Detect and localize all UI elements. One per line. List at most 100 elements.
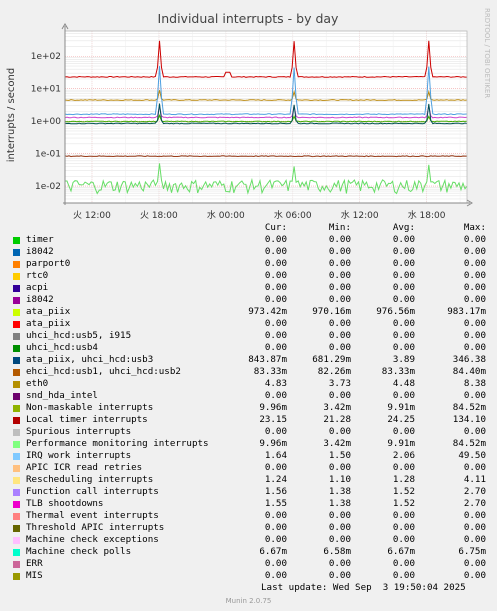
legend-cur-value: 0.00 xyxy=(264,342,287,353)
legend-max-value: 0.00 xyxy=(463,510,486,521)
legend-avg-value: 0.00 xyxy=(392,330,415,341)
legend-avg-value: 0.00 xyxy=(392,246,415,257)
legend-row: APIC ICR read retries 0.00 0.00 0.00 0.00 xyxy=(13,462,493,474)
legend-cur-value: 0.00 xyxy=(264,270,287,281)
legend-max-value: 84.52m xyxy=(452,402,486,413)
legend-avg-value: 0.00 xyxy=(392,522,415,533)
legend-cur-value: 0.00 xyxy=(264,510,287,521)
legend-min-value: 1.50 xyxy=(328,450,351,461)
y-tick-label: 1e-02 xyxy=(35,182,61,192)
y-tick-label: 1e+01 xyxy=(31,85,61,95)
legend-avg-value: 4.48 xyxy=(392,378,415,389)
legend-avg-value: 3.89 xyxy=(392,354,415,365)
legend-avg-value: 0.00 xyxy=(392,318,415,329)
legend-avg-value: 0.00 xyxy=(392,570,415,581)
legend-series-name: timer xyxy=(26,234,54,245)
legend-series-name: i8042 xyxy=(26,294,54,305)
legend-series-name: parport0 xyxy=(26,258,71,269)
series-line xyxy=(64,103,468,125)
x-tick-label: 火 12:00 xyxy=(73,210,111,221)
legend-series-name: snd_hda_intel xyxy=(26,390,98,401)
legend-cur-value: 9.96m xyxy=(259,438,287,449)
legend-avg-value: 0.00 xyxy=(392,510,415,521)
legend-cur-value: 0.00 xyxy=(264,258,287,269)
legend-max-value: 0.00 xyxy=(463,318,486,329)
legend-max-value: 0.00 xyxy=(463,534,486,545)
legend-max-value: 0.00 xyxy=(463,270,486,281)
legend-max-value: 0.00 xyxy=(463,570,486,581)
series-line xyxy=(64,105,468,119)
legend-min-value: 0.00 xyxy=(328,558,351,569)
x-tick-label: 水 00:00 xyxy=(207,209,245,221)
legend-max-value: 0.00 xyxy=(463,462,486,473)
legend-swatch xyxy=(13,297,20,304)
legend-swatch xyxy=(13,393,20,400)
x-axis-arrow xyxy=(63,199,473,207)
legend-row: Threshold APIC interrupts 0.00 0.00 0.00 0.0… xyxy=(13,522,493,534)
legend-max-value: 0.00 xyxy=(463,330,486,341)
x-tick-label: 水 06:00 xyxy=(274,209,312,221)
legend-row: acpi 0.00 0.00 0.00 0.00 xyxy=(13,282,493,294)
x-tick-labels: 火 12:00 火 18:00 水 00:00 水 06:00 水 12:00 水 18:… xyxy=(73,209,446,221)
legend-series-name: i8042 xyxy=(26,246,54,257)
y-tick-label: 1e+00 xyxy=(31,117,62,127)
legend-swatch xyxy=(13,333,20,340)
legend-series-name: MIS xyxy=(26,570,43,581)
legend-series-name: Machine check exceptions xyxy=(26,534,159,545)
legend-series-name: Machine check polls xyxy=(26,546,132,557)
legend-min-value: 1.10 xyxy=(328,474,351,485)
legend-avg-value: 9.91m xyxy=(387,438,415,449)
legend-min-value: 0.00 xyxy=(328,294,351,305)
legend-min-value: 0.00 xyxy=(328,234,351,245)
legend-row: i8042 0.00 0.00 0.00 0.00 xyxy=(13,246,493,258)
rrdtool-credit: RRDTOOL / TOBI OETIKER xyxy=(483,8,491,98)
legend-swatch xyxy=(13,441,20,448)
legend-min-value: 0.00 xyxy=(328,462,351,473)
y-tick-labels: 1e+02 1e+01 1e+00 1e-01 1e-02 xyxy=(31,52,62,192)
legend-series-name: Threshold APIC interrupts xyxy=(26,522,165,533)
legend-row: timer 0.00 0.00 0.00 0.00 xyxy=(13,234,493,246)
legend-row: IRQ work interrupts 1.64 1.50 2.06 49.50 xyxy=(13,450,493,462)
legend-cur-value: 83.33m xyxy=(253,366,287,377)
series-line xyxy=(64,66,468,116)
legend-cur-value: 0.00 xyxy=(264,282,287,293)
legend-swatch xyxy=(13,357,20,364)
legend-cur-value: 0.00 xyxy=(264,318,287,329)
legend-row: Rescheduling interrupts 1.24 1.10 1.28 4.11 xyxy=(13,474,493,486)
legend-swatch xyxy=(13,237,20,244)
legend-min-value: 0.00 xyxy=(328,330,351,341)
legend-cur-value: 0.00 xyxy=(264,234,287,245)
legend-series-name: ata_piix xyxy=(26,318,71,329)
legend-min-value: 0.00 xyxy=(328,342,351,353)
legend-min-value: 970.16m xyxy=(312,306,351,317)
legend-row: eth0 4.83 3.73 4.48 8.38 xyxy=(13,378,493,390)
legend-min-value: 21.28 xyxy=(323,414,351,425)
legend-cur-value: 0.00 xyxy=(264,522,287,533)
x-tick-label: 水 12:00 xyxy=(341,209,379,221)
last-update: Last update: Wed Sep 3 19:50:04 2025 xyxy=(261,582,466,593)
legend-min-value: 1.38 xyxy=(328,486,351,497)
legend-max-value: 983.17m xyxy=(447,306,486,317)
legend-max-value: 0.00 xyxy=(463,522,486,533)
legend-max-value: 0.00 xyxy=(463,246,486,257)
legend-max-value: 2.70 xyxy=(463,486,486,497)
legend-series-name: ERR xyxy=(26,558,43,569)
legend-min-value: 0.00 xyxy=(328,510,351,521)
legend-cur-value: 4.83 xyxy=(264,378,287,389)
legend-avg-value: 2.06 xyxy=(392,450,415,461)
legend-avg-value: 1.52 xyxy=(392,486,415,497)
legend-cur-value: 0.00 xyxy=(264,330,287,341)
legend-max-value: 0.00 xyxy=(463,234,486,245)
series-line xyxy=(65,163,468,195)
legend-series-name: Rescheduling interrupts xyxy=(26,474,154,485)
legend-avg-value: 6.67m xyxy=(387,546,415,557)
legend-min-value: 0.00 xyxy=(328,390,351,401)
legend-max-value: 346.38 xyxy=(452,354,486,365)
legend-min-value: 0.00 xyxy=(328,522,351,533)
legend-avg-value: 0.00 xyxy=(392,462,415,473)
legend-swatch xyxy=(13,489,20,496)
legend-swatch xyxy=(13,369,20,376)
legend-max-value: 0.00 xyxy=(463,282,486,293)
legend-row: Function call interrupts 1.56 1.38 1.52 2.70 xyxy=(13,486,493,498)
legend-cur-value: 1.56 xyxy=(264,486,287,497)
